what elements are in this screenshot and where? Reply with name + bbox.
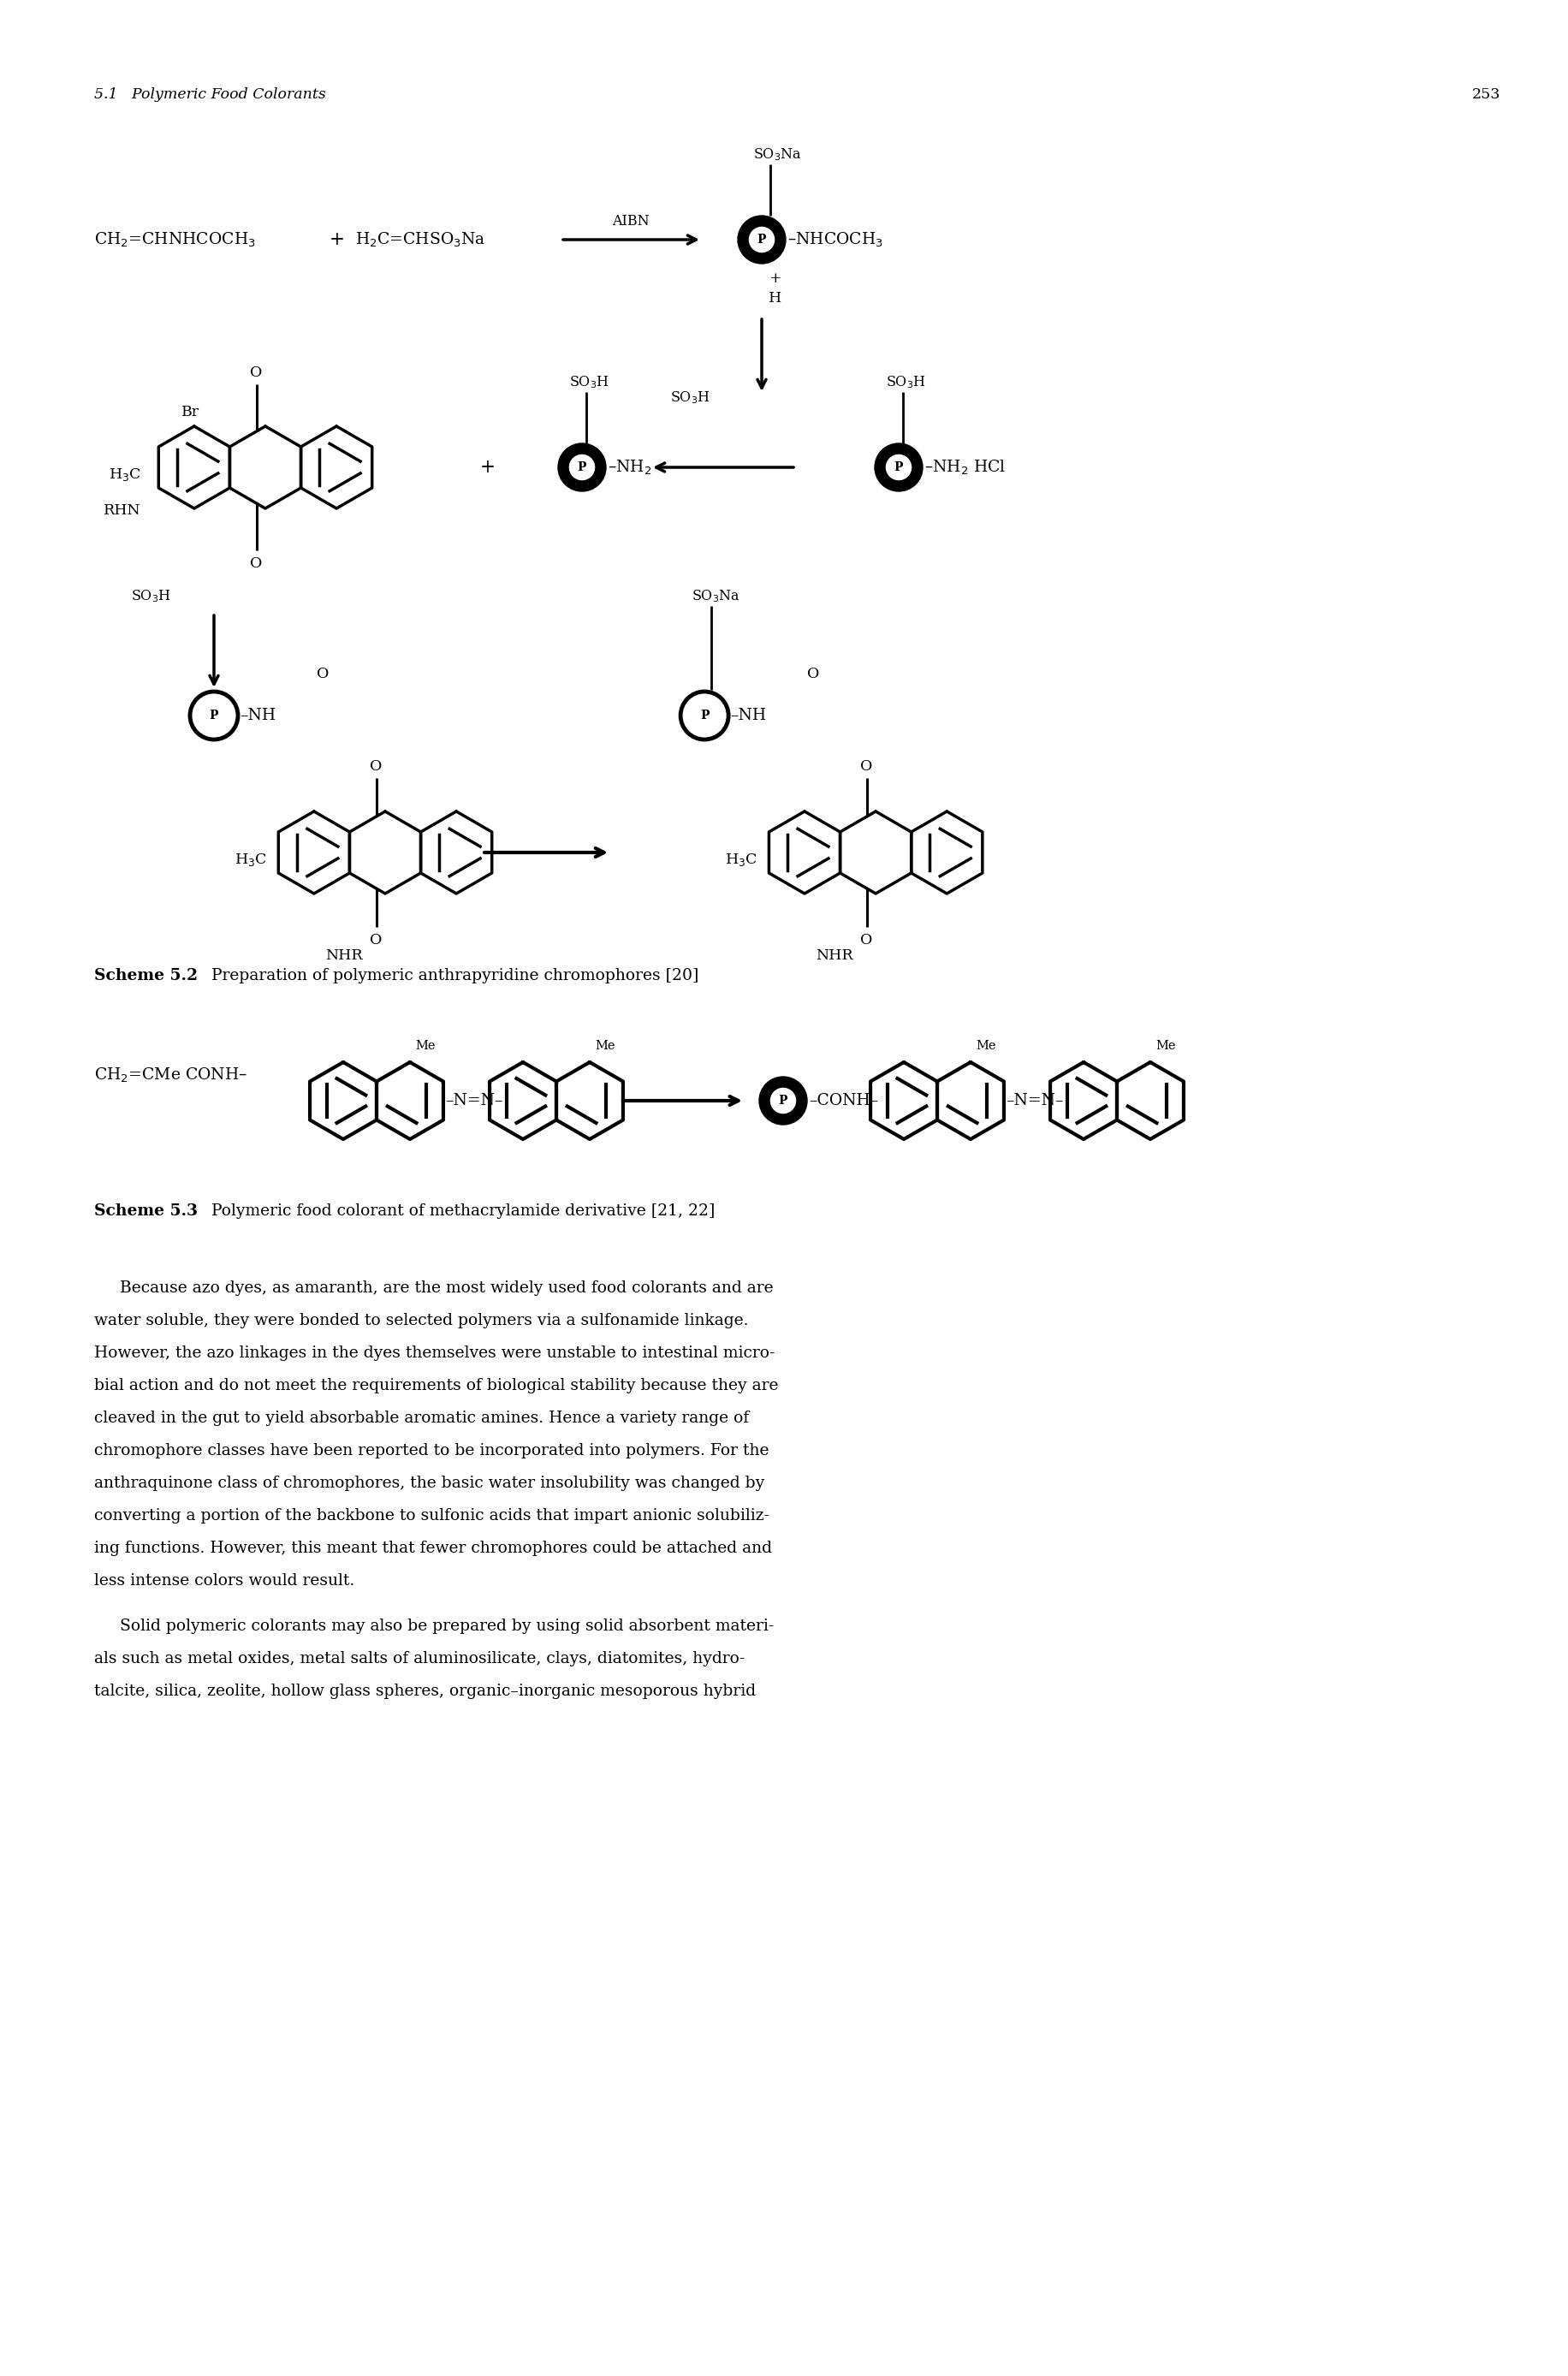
Text: O: O <box>859 931 872 948</box>
Text: –NH$_2$: –NH$_2$ <box>607 459 651 478</box>
Text: –NH: –NH <box>729 708 765 722</box>
Text: SO$_3$Na: SO$_3$Na <box>753 147 801 162</box>
Text: P: P <box>894 461 903 473</box>
Text: bial action and do not meet the requirements of biological stability because the: bial action and do not meet the requirem… <box>94 1378 778 1392</box>
Text: O: O <box>370 760 383 775</box>
Text: +: + <box>480 459 495 478</box>
Text: Br: Br <box>182 404 199 421</box>
Text: O: O <box>859 760 872 775</box>
Text: –NH$_2$ HCl: –NH$_2$ HCl <box>924 459 1005 478</box>
Text: chromophore classes have been reported to be incorporated into polymers. For the: chromophore classes have been reported t… <box>94 1442 768 1459</box>
Text: Because azo dyes, as amaranth, are the most widely used food colorants and are: Because azo dyes, as amaranth, are the m… <box>94 1281 773 1295</box>
Circle shape <box>750 228 773 252</box>
Text: O: O <box>808 668 818 682</box>
Text: H$_3$C: H$_3$C <box>108 466 141 482</box>
Text: O: O <box>249 366 262 380</box>
Text: H$_3$C: H$_3$C <box>724 851 757 867</box>
Text: P: P <box>757 233 765 245</box>
Text: –NHCOCH$_3$: –NHCOCH$_3$ <box>787 230 883 249</box>
Text: SO$_3$Na: SO$_3$Na <box>691 589 740 604</box>
Text: ing functions. However, this meant that fewer chromophores could be attached and: ing functions. However, this meant that … <box>94 1540 771 1556</box>
Text: CH$_2$=CHNHCOCH$_3$: CH$_2$=CHNHCOCH$_3$ <box>94 230 256 249</box>
Text: converting a portion of the backbone to sulfonic acids that impart anionic solub: converting a portion of the backbone to … <box>94 1509 770 1523</box>
Text: +: + <box>768 271 781 285</box>
Circle shape <box>770 1088 795 1114</box>
Text: P: P <box>210 710 218 722</box>
Text: O: O <box>317 668 329 682</box>
Text: However, the azo linkages in the dyes themselves were unstable to intestinal mic: However, the azo linkages in the dyes th… <box>94 1345 775 1361</box>
Circle shape <box>886 454 911 480</box>
Text: +: + <box>329 230 345 249</box>
Text: Solid polymeric colorants may also be prepared by using solid absorbent materi-: Solid polymeric colorants may also be pr… <box>94 1618 773 1635</box>
Text: CH$_2$=CMe CONH–: CH$_2$=CMe CONH– <box>94 1067 248 1083</box>
Text: H$_2$C=CHSO$_3$Na: H$_2$C=CHSO$_3$Na <box>354 230 486 249</box>
Text: SO$_3$H: SO$_3$H <box>132 589 171 604</box>
Text: H: H <box>768 290 781 304</box>
Text: P: P <box>699 710 709 722</box>
Text: O: O <box>370 931 383 948</box>
Text: cleaved in the gut to yield absorbable aromatic amines. Hence a variety range of: cleaved in the gut to yield absorbable a… <box>94 1411 748 1426</box>
Text: Polymeric food colorant of methacrylamide derivative [21, 22]: Polymeric food colorant of methacrylamid… <box>201 1202 715 1219</box>
Circle shape <box>558 444 605 492</box>
Circle shape <box>759 1076 806 1124</box>
Text: 5.1   Polymeric Food Colorants: 5.1 Polymeric Food Colorants <box>94 88 326 102</box>
Circle shape <box>875 444 922 492</box>
Text: O: O <box>249 556 262 570</box>
Text: anthraquinone class of chromophores, the basic water insolubility was changed by: anthraquinone class of chromophores, the… <box>94 1475 764 1492</box>
Text: P: P <box>577 461 586 473</box>
Text: Preparation of polymeric anthrapyridine chromophores [20]: Preparation of polymeric anthrapyridine … <box>201 967 698 984</box>
Text: NHR: NHR <box>325 948 362 962</box>
Text: SO$_3$H: SO$_3$H <box>569 375 608 390</box>
Text: less intense colors would result.: less intense colors would result. <box>94 1573 354 1590</box>
Text: Me: Me <box>594 1041 615 1053</box>
Text: 253: 253 <box>1471 88 1501 102</box>
Text: AIBN: AIBN <box>612 214 649 228</box>
Text: –CONH–: –CONH– <box>809 1093 878 1107</box>
Text: Scheme 5.2: Scheme 5.2 <box>94 967 198 984</box>
Text: P: P <box>778 1095 787 1107</box>
Text: Me: Me <box>416 1041 434 1053</box>
Text: SO$_3$H: SO$_3$H <box>670 390 710 406</box>
Text: Scheme 5.3: Scheme 5.3 <box>94 1202 198 1219</box>
Text: H$_3$C: H$_3$C <box>234 851 267 867</box>
Text: SO$_3$H: SO$_3$H <box>886 375 925 390</box>
Text: –N=N–: –N=N– <box>1005 1093 1063 1107</box>
Text: Me: Me <box>1154 1041 1174 1053</box>
Text: water soluble, they were bonded to selected polymers via a sulfonamide linkage.: water soluble, they were bonded to selec… <box>94 1314 748 1328</box>
Text: –NH: –NH <box>240 708 276 722</box>
Circle shape <box>569 454 594 480</box>
Text: RHN: RHN <box>103 504 141 518</box>
Text: talcite, silica, zeolite, hollow glass spheres, organic–inorganic mesoporous hyb: talcite, silica, zeolite, hollow glass s… <box>94 1685 756 1699</box>
Circle shape <box>737 216 786 264</box>
Text: als such as metal oxides, metal salts of aluminosilicate, clays, diatomites, hyd: als such as metal oxides, metal salts of… <box>94 1651 745 1666</box>
Text: –N=N–: –N=N– <box>445 1093 503 1107</box>
Text: NHR: NHR <box>815 948 853 962</box>
Text: Me: Me <box>975 1041 996 1053</box>
